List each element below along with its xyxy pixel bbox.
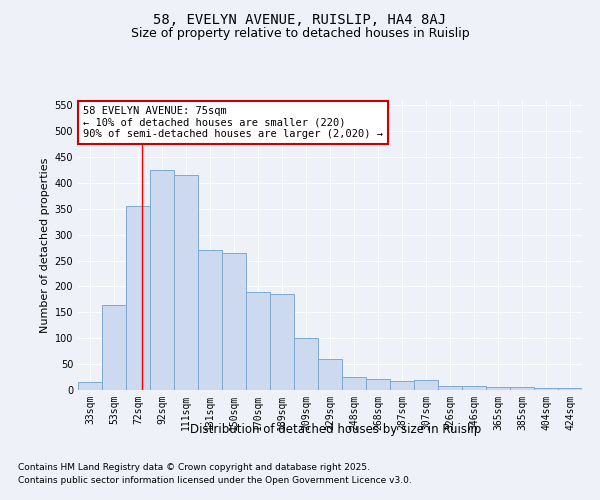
Bar [366,378,390,390]
Bar [438,386,462,390]
Text: Size of property relative to detached houses in Ruislip: Size of property relative to detached ho… [131,28,469,40]
Text: Contains public sector information licensed under the Open Government Licence v3: Contains public sector information licen… [18,476,412,485]
Y-axis label: Number of detached properties: Number of detached properties [40,158,50,332]
Bar [150,170,174,390]
Bar [102,304,126,390]
Bar [534,388,558,390]
Bar [486,388,510,390]
Bar [558,388,582,390]
Bar [246,292,270,390]
Text: Contains HM Land Registry data © Crown copyright and database right 2025.: Contains HM Land Registry data © Crown c… [18,462,370,471]
Bar [78,382,102,390]
Bar [270,294,294,390]
Bar [174,175,198,390]
Bar [342,377,366,390]
Bar [414,380,438,390]
Text: Distribution of detached houses by size in Ruislip: Distribution of detached houses by size … [190,422,482,436]
Bar [318,359,342,390]
Bar [462,386,486,390]
Bar [294,338,318,390]
Bar [198,250,222,390]
Text: 58 EVELYN AVENUE: 75sqm
← 10% of detached houses are smaller (220)
90% of semi-d: 58 EVELYN AVENUE: 75sqm ← 10% of detache… [83,106,383,139]
Bar [222,253,246,390]
Text: 58, EVELYN AVENUE, RUISLIP, HA4 8AJ: 58, EVELYN AVENUE, RUISLIP, HA4 8AJ [154,12,446,26]
Bar [390,380,414,390]
Bar [126,206,150,390]
Bar [510,388,534,390]
